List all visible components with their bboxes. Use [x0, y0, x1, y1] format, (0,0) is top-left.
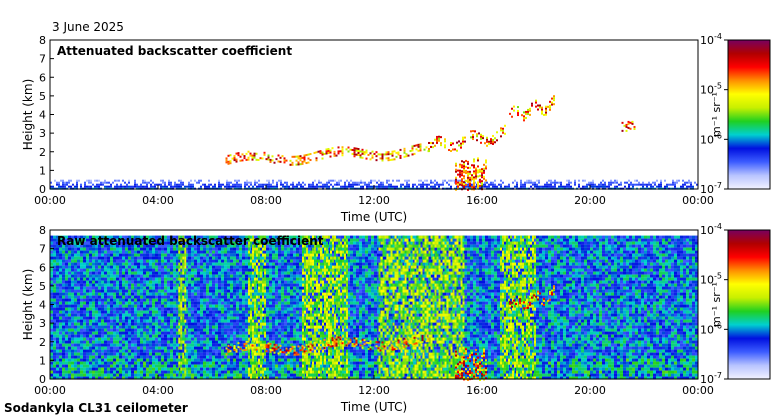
y-tick-label: 1 [39, 164, 46, 177]
y-tick-label: 1 [39, 354, 46, 367]
y-tick-label: 5 [39, 90, 46, 103]
x-axis-label: Time (UTC) [340, 210, 407, 224]
colorbar: 10-4 10-5 10-6 10-7 m⁻¹ sr⁻¹ [700, 32, 771, 196]
x-tick-label: 08:00 [250, 384, 282, 397]
feature-enhanced-noise [500, 235, 536, 380]
y-tick-label: 6 [39, 261, 46, 274]
heatmap-panel-2: Raw attenuated backscatter coefficient 0 1… [21, 222, 771, 414]
colorbar-tick-label: 10-4 [700, 222, 722, 237]
x-tick-label: 08:00 [250, 194, 282, 207]
y-tick-label: 4 [39, 109, 46, 122]
feature-precipitation [455, 157, 487, 191]
y-tick-label: 8 [39, 34, 46, 47]
x-tick-label: 04:00 [142, 194, 174, 207]
colorbar-tick-label: 10-7 [700, 181, 722, 196]
x-tick-label: 00:00 [682, 384, 714, 397]
x-tick-label: 12:00 [358, 384, 390, 397]
y-tick-label: 7 [39, 53, 46, 66]
y-tick-label: 3 [39, 317, 46, 330]
y-tick-label: 6 [39, 71, 46, 84]
feature-noise-field [50, 235, 698, 380]
y-axis-label: Height (km) [21, 269, 35, 340]
footer-label: Sodankyla CL31 ceilometer [4, 401, 188, 415]
y-axis-label: Height (km) [21, 79, 35, 150]
y-tick-label: 5 [39, 280, 46, 293]
feature-cloud-layer [509, 285, 555, 311]
feature-cloud-layer [225, 333, 430, 356]
colorbar-label: m⁻¹ sr⁻¹ [710, 282, 723, 327]
colorbar-tick-label: 10-7 [700, 371, 722, 386]
feature-cloud-layer [225, 143, 430, 166]
x-tick-label: 00:00 [682, 194, 714, 207]
colorbar-label: m⁻¹ sr⁻¹ [710, 92, 723, 137]
heatmap-panel-1: Attenuated backscatter coefficient 0 1 2 3 4 5… [21, 32, 771, 224]
y-tick-label: 0 [39, 373, 46, 386]
colorbar-gradient [727, 39, 771, 190]
y-tick-label: 7 [39, 243, 46, 256]
date-label: 3 June 2025 [52, 20, 124, 34]
x-tick-label: 20:00 [574, 194, 606, 207]
colorbar: 10-4 10-5 10-6 10-7 m⁻¹ sr⁻¹ [700, 222, 771, 386]
plot-area [50, 40, 698, 189]
y-tick-label: 2 [39, 146, 46, 159]
x-tick-label: 20:00 [574, 384, 606, 397]
y-tick-label: 8 [39, 224, 46, 237]
x-tick-label: 00:00 [34, 384, 66, 397]
colorbar-gradient [727, 229, 771, 380]
chart-title: Attenuated backscatter coefficient [57, 44, 292, 58]
feature-cloud-layer [509, 95, 555, 122]
colorbar-tick-label: 10-5 [700, 82, 722, 97]
feature-enhanced-noise [248, 235, 266, 380]
feature-enhanced-noise [178, 235, 187, 377]
heatmap-cells [50, 235, 698, 381]
x-tick-label: 00:00 [34, 194, 66, 207]
feature-cloud-layer [621, 120, 636, 132]
y-tick-label: 4 [39, 299, 46, 312]
x-tick-label: 16:00 [466, 384, 498, 397]
feature-precipitation [455, 347, 487, 381]
x-axis-label: Time (UTC) [340, 400, 407, 414]
colorbar-tick-label: 10-5 [700, 272, 722, 287]
colorbar-tick-label: 10-6 [700, 131, 722, 146]
colorbar-tick-label: 10-6 [700, 321, 722, 336]
x-tick-label: 12:00 [358, 194, 390, 207]
feature-enhanced-noise [378, 235, 465, 380]
x-tick-label: 16:00 [466, 194, 498, 207]
feature-cloud-layer [428, 124, 506, 153]
y-tick-label: 3 [39, 127, 46, 140]
colorbar-tick-label: 10-4 [700, 32, 722, 47]
y-tick-label: 0 [39, 183, 46, 196]
y-tick-label: 2 [39, 336, 46, 349]
chart-title: Raw attenuated backscatter coefficient [57, 234, 324, 248]
x-tick-label: 04:00 [142, 384, 174, 397]
